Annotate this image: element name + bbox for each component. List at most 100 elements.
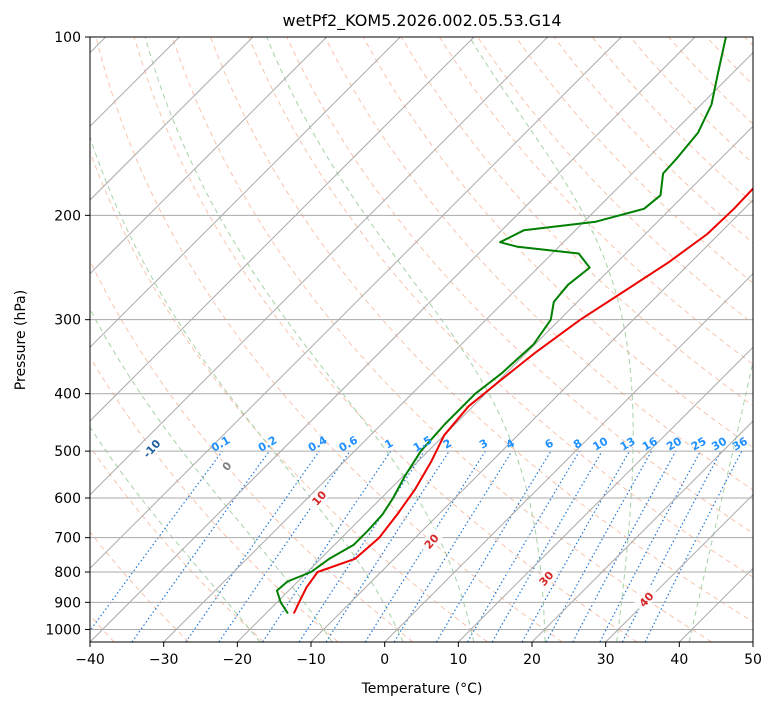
mixing-ratio-line <box>90 450 223 632</box>
dry-adiabat-line <box>95 37 563 642</box>
dry-adiabat-line <box>438 37 753 366</box>
isotherms <box>90 37 753 642</box>
mixing-ratio-label: 3 <box>477 437 490 452</box>
isotherm-line <box>678 567 753 642</box>
isotherm-line <box>531 420 753 642</box>
dry-adiabat-label-bg <box>305 484 332 511</box>
x-axis: −40 −30 −20 −10 0 10 20 30 40 50 <box>75 642 762 668</box>
isotherm-line <box>90 37 622 570</box>
dry-adiabat-line <box>706 37 753 86</box>
moist-adiabat-line <box>688 358 753 642</box>
dry-adiabat-line <box>591 37 753 204</box>
mixing-ratio-line <box>644 450 743 642</box>
isotherm-line <box>90 37 696 642</box>
dry-adiabat-line <box>90 150 488 642</box>
x-tick-label: −40 <box>75 652 105 668</box>
dry-adiabat-label: -30 <box>0 372 6 396</box>
dry-adiabat-label: -20 <box>64 412 87 436</box>
moist-adiabat-line <box>90 135 404 642</box>
y-tick-label: 1000 <box>45 622 81 638</box>
mixing-ratio-line <box>131 450 270 642</box>
sounding-profiles <box>275 37 753 615</box>
guide-line-labels: 0.10.20.40.611.52346810131620253036-100-… <box>0 370 750 613</box>
y-tick-label: 500 <box>54 444 81 460</box>
dry-adiabat-line <box>90 531 190 642</box>
isotherm-line <box>605 493 753 642</box>
y-tick-label: 900 <box>54 595 81 611</box>
isotherm-line <box>236 125 753 642</box>
moist-adiabats <box>90 37 753 642</box>
isotherm-line <box>90 37 328 275</box>
mixing-ratio-line <box>298 450 425 642</box>
isobars <box>90 37 753 630</box>
dry-adiabats <box>90 37 753 642</box>
y-tick-label: 200 <box>54 208 81 224</box>
dry-adiabat-line <box>171 37 712 642</box>
mixing-ratio-line <box>545 450 653 642</box>
dry-adiabat-label-bg <box>532 564 559 592</box>
moist-adiabat-line <box>90 308 333 642</box>
mixing-ratio-label: 2 <box>441 437 454 452</box>
dry-adiabat-line <box>90 259 414 642</box>
mixing-ratio-line <box>185 450 320 642</box>
isotherm-line <box>90 37 475 422</box>
moist-adiabat-line <box>90 426 261 642</box>
dry-adiabat-label-bg <box>633 585 659 613</box>
dry-adiabat-label-bg <box>213 452 240 480</box>
dry-adiabat-label-bg <box>418 527 444 555</box>
isotherm-line <box>163 51 753 642</box>
y-tick-label: 600 <box>54 491 81 507</box>
dry-adiabat-label-bg <box>62 410 88 437</box>
mixing-ratio-line <box>572 450 677 642</box>
y-tick-label: 800 <box>54 565 81 581</box>
mixing-ratio-line <box>599 450 702 642</box>
isotherm-line <box>90 37 549 496</box>
mixing-ratio-lines <box>90 450 743 642</box>
dry-adiabat-line <box>210 37 753 623</box>
y-axis: 100 200 300 400 500 600 700 800 900 1000 <box>45 30 90 638</box>
x-tick-label: 10 <box>449 652 467 668</box>
mixing-ratio-line <box>393 450 513 642</box>
dry-adiabat-line <box>133 37 638 642</box>
chart-title: wetPf2_KOM5.2026.002.05.53.G14 <box>282 11 561 31</box>
dry-adiabat-line <box>477 37 753 325</box>
y-tick-label: 700 <box>54 531 81 547</box>
dry-adiabat-line <box>90 445 264 642</box>
isotherm-line <box>310 199 753 642</box>
dry-adiabat-line <box>90 356 339 642</box>
dry-adiabat-label-bg <box>138 434 165 462</box>
x-tick-label: 20 <box>523 652 541 668</box>
y-tick-label: 400 <box>54 387 81 403</box>
mixing-ratio-line <box>262 450 392 642</box>
y-tick-label: 100 <box>54 30 81 46</box>
dry-adiabat-line <box>515 37 753 284</box>
isotherm-line <box>90 37 401 349</box>
x-tick-label: −20 <box>223 652 253 668</box>
plot-frame <box>89 36 754 643</box>
moist-adiabat-line <box>144 37 475 642</box>
isotherm-line <box>457 346 753 642</box>
dewpoint-profile-line <box>275 37 727 615</box>
moist-adiabat-line <box>266 37 546 642</box>
mixing-ratio-line <box>218 450 351 642</box>
isotherm-line <box>90 37 254 201</box>
x-tick-label: −10 <box>296 652 326 668</box>
y-tick-label: 300 <box>54 313 81 329</box>
x-tick-label: 50 <box>744 652 762 668</box>
isotherm-line <box>384 272 753 642</box>
mixing-ratio-line <box>521 450 631 642</box>
temperature-profile-line <box>292 187 753 614</box>
dry-adiabat-line <box>400 37 753 407</box>
moist-adiabat-line <box>469 37 634 642</box>
x-tick-label: 0 <box>380 652 389 668</box>
dry-adiabat-line <box>744 37 753 47</box>
mixing-ratio-line <box>325 450 450 642</box>
dry-adiabat-label-bg <box>0 370 7 397</box>
mixing-ratio-label: 6 <box>543 436 556 451</box>
y-axis-title: Pressure (hPa) <box>13 290 29 390</box>
x-tick-label: 40 <box>670 652 688 668</box>
dry-adiabat-line <box>668 37 753 125</box>
plot-area: 0.10.20.40.611.52346810131620253036-100-… <box>0 37 753 642</box>
x-tick-label: −30 <box>149 652 179 668</box>
